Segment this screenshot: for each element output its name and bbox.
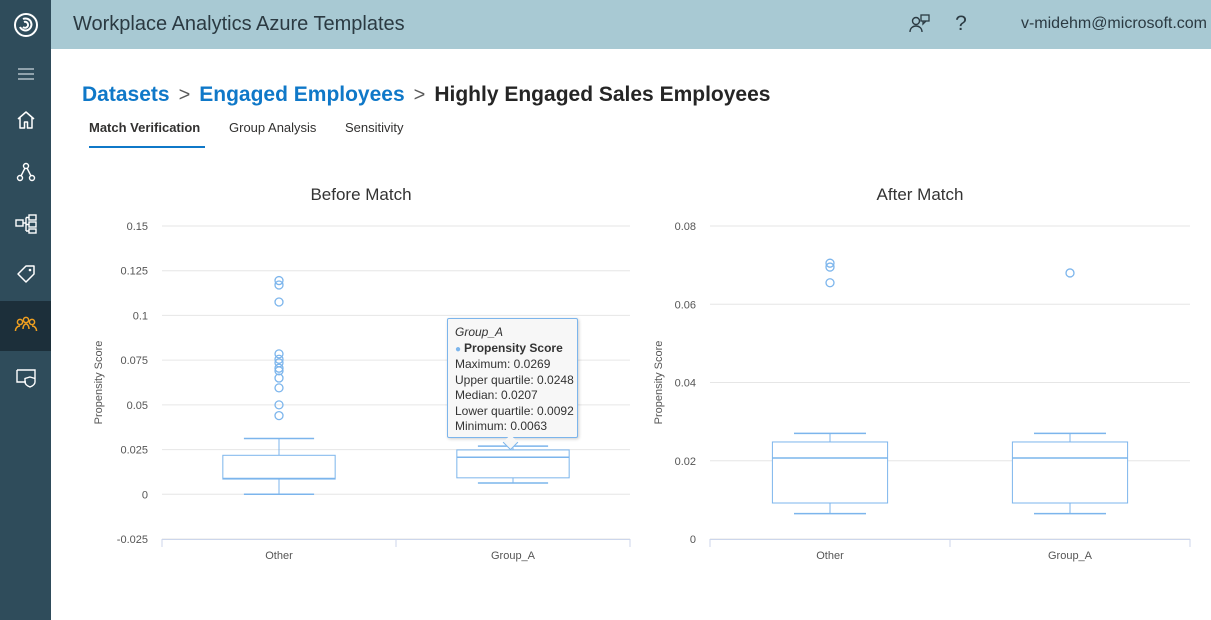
nav-hierarchy[interactable] <box>0 198 51 248</box>
tab-match-verification[interactable]: Match Verification <box>89 120 205 148</box>
outlier-point <box>274 275 284 286</box>
outlier-point <box>825 258 835 268</box>
y-tick-label: 0.06 <box>675 299 696 311</box>
left-nav-rail <box>0 49 51 620</box>
outlier-point <box>274 383 284 393</box>
y-axis-title: Propensity Score <box>653 341 665 425</box>
nav-groups[interactable] <box>0 301 51 351</box>
outlier-point <box>274 410 284 421</box>
y-tick-label: 0.025 <box>120 445 148 457</box>
user-account[interactable]: v-midehm@microsoft.com <box>1020 15 1207 32</box>
nav-security[interactable] <box>0 352 51 402</box>
nav-tags[interactable] <box>0 249 51 299</box>
breadcrumb-current: Highly Engaged Sales Employees <box>434 83 771 106</box>
logo-icon <box>13 12 38 37</box>
tab-sensitivity[interactable]: Sensitivity <box>345 120 404 135</box>
tooltip-line: Upper quartile: 0.0248 <box>455 372 574 387</box>
x-category-label: Group_A <box>491 550 536 562</box>
y-tick-label: 0.08 <box>675 221 696 233</box>
box <box>456 449 570 479</box>
breadcrumb-separator: > <box>413 83 426 106</box>
feedback-icon[interactable] <box>907 12 931 36</box>
hierarchy-icon <box>14 214 37 234</box>
menu-icon <box>17 68 34 80</box>
app-title: Workplace Analytics Azure Templates <box>73 13 405 35</box>
y-tick-label: 0.075 <box>120 355 148 367</box>
y-tick-label: 0.15 <box>127 221 148 233</box>
box <box>1011 441 1129 504</box>
breadcrumb-separator: > <box>178 83 191 106</box>
help-icon[interactable]: ? <box>955 12 967 35</box>
tooltip-category: Group_A <box>455 325 504 339</box>
network-icon <box>16 162 35 182</box>
y-tick-label: 0 <box>142 489 148 501</box>
after-match-chart-svg: After Match 0 0.02 0.04 0.06 0.08 Other Group_A… <box>653 185 1191 562</box>
app-logo[interactable] <box>0 0 51 49</box>
outlier-point <box>825 278 835 288</box>
tooltip-series: Propensity Score <box>464 340 563 355</box>
y-tick-label: 0.04 <box>675 378 696 390</box>
outlier-point <box>274 280 284 290</box>
tooltip-line: Lower quartile: 0.0092 <box>455 403 574 418</box>
outlier-point <box>825 262 835 272</box>
shield-icon <box>15 369 36 388</box>
y-tick-label: -0.025 <box>117 534 148 546</box>
breadcrumb: Datasets > Engaged Employees > Highly En… <box>82 83 770 107</box>
tooltip-line: Median: 0.0207 <box>455 388 538 402</box>
y-tick-label: 0.05 <box>127 400 148 412</box>
menu-button[interactable] <box>0 49 51 99</box>
outlier-point <box>1065 268 1075 278</box>
outlier-point <box>274 297 284 307</box>
x-category-label: Other <box>265 550 293 562</box>
chart-tooltip: Group_A ● Propensity Score Maximum: 0.026… <box>447 318 578 438</box>
y-tick-label: 0.125 <box>120 266 148 278</box>
outlier-point <box>274 354 284 364</box>
outlier-point <box>274 373 284 383</box>
outlier-point <box>274 400 284 410</box>
chart-title: After Match <box>877 185 964 204</box>
tooltip-bullet: ● <box>455 343 462 355</box>
outlier-point <box>274 349 284 359</box>
after-match-chart: After Match 0 0.02 0.04 0.06 0.08 Other Group_A… <box>650 178 1210 578</box>
top-bar: Workplace Analytics Azure Templates ? v-… <box>0 0 1211 49</box>
group-icon <box>14 316 37 332</box>
tag-icon <box>16 265 35 283</box>
chart-title: Before Match <box>310 185 411 204</box>
y-axis-title: Propensity Score <box>93 341 105 425</box>
outlier-point <box>274 366 284 376</box>
before-match-chart-svg: Before Match -0.025 0 0.025 0.05 0.075 0.1 0.12… <box>93 185 631 562</box>
x-category-label: Other <box>816 550 844 562</box>
x-category-label: Group_A <box>1048 550 1093 562</box>
y-tick-label: 0 <box>690 534 696 546</box>
nav-home[interactable] <box>0 95 51 145</box>
y-tick-label: 0.02 <box>675 456 696 468</box>
before-match-chart: Before Match -0.025 0 0.025 0.05 0.075 0.1 0.12… <box>90 178 650 578</box>
box <box>771 441 889 504</box>
box <box>222 454 336 480</box>
outlier-point <box>274 363 284 373</box>
y-tick-label: 0.1 <box>133 310 148 322</box>
nav-network[interactable] <box>0 147 51 197</box>
home-icon <box>17 111 34 129</box>
tooltip-line: Minimum: 0.0063 <box>455 419 548 433</box>
tooltip-line: Maximum: 0.0269 <box>455 357 551 371</box>
tab-group-analysis[interactable]: Group Analysis <box>229 120 317 135</box>
breadcrumb-link-datasets[interactable]: Datasets <box>82 83 170 106</box>
breadcrumb-link-engaged-employees[interactable]: Engaged Employees <box>199 83 405 106</box>
